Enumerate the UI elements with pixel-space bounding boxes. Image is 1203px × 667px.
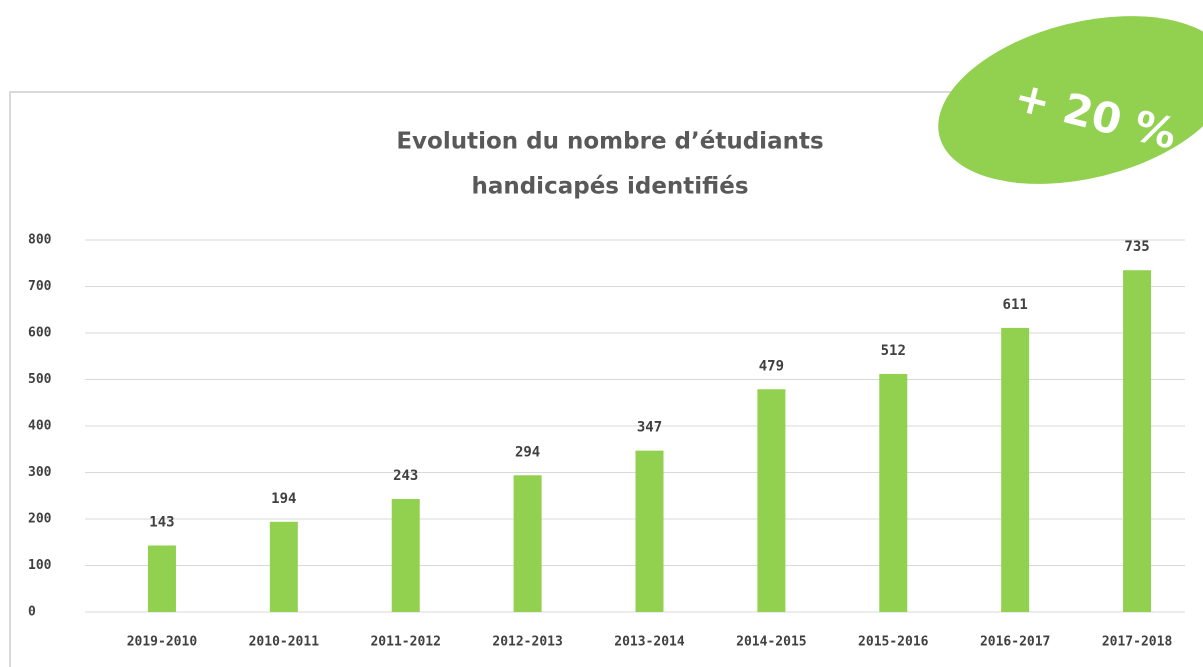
bar (391, 499, 420, 612)
data-label: 611 (1003, 297, 1028, 313)
data-label: 194 (271, 491, 296, 507)
x-tick-label: 2019-2010 (127, 635, 198, 650)
y-tick-label: 400 (28, 419, 52, 434)
data-label: 294 (515, 444, 540, 460)
y-tick-label: 200 (28, 512, 52, 527)
data-label: 512 (881, 343, 906, 359)
bar (1123, 270, 1152, 612)
y-tick-label: 0 (28, 605, 36, 620)
bar (269, 521, 298, 612)
y-tick-label: 500 (28, 372, 52, 387)
x-tick-label: 2017-2018 (1102, 635, 1173, 650)
x-tick-label: 2015-2016 (858, 635, 929, 650)
y-tick-label: 800 (28, 233, 52, 248)
x-tick-label: 2014-2015 (736, 635, 806, 650)
x-tick-label: 2010-2011 (249, 635, 320, 650)
y-tick-label: 600 (28, 326, 52, 341)
data-label: 243 (393, 468, 418, 484)
bar (513, 475, 542, 612)
x-tick-label: 2011-2012 (370, 635, 440, 650)
data-label: 347 (637, 420, 662, 436)
y-tick-label: 700 (28, 279, 52, 294)
bar (879, 373, 908, 612)
bar (147, 545, 176, 612)
chart-title: Evolution du nombre d’étudiants (396, 129, 823, 155)
bar (757, 389, 786, 612)
x-tick-label: 2013-2014 (614, 635, 685, 650)
x-tick-label: 2012-2013 (492, 635, 562, 650)
x-tick-label: 2016-2017 (980, 635, 1050, 650)
data-label: 479 (759, 358, 784, 374)
bar (1001, 327, 1030, 612)
annotation-badge (938, 16, 1203, 184)
chart-title: handicapés identifiés (471, 174, 748, 200)
bar (635, 450, 664, 612)
y-tick-label: 300 (28, 465, 52, 480)
y-tick-label: 100 (28, 558, 52, 573)
data-label: 735 (1124, 239, 1149, 255)
data-label: 143 (149, 515, 174, 531)
